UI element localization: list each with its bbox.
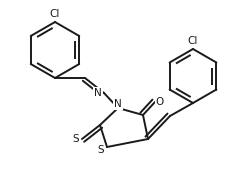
Text: S: S — [97, 145, 104, 155]
Text: O: O — [155, 97, 164, 107]
Text: N: N — [94, 88, 101, 98]
Text: Cl: Cl — [187, 36, 197, 46]
Text: Cl: Cl — [50, 9, 60, 19]
Text: S: S — [72, 134, 79, 144]
Text: N: N — [114, 99, 121, 109]
